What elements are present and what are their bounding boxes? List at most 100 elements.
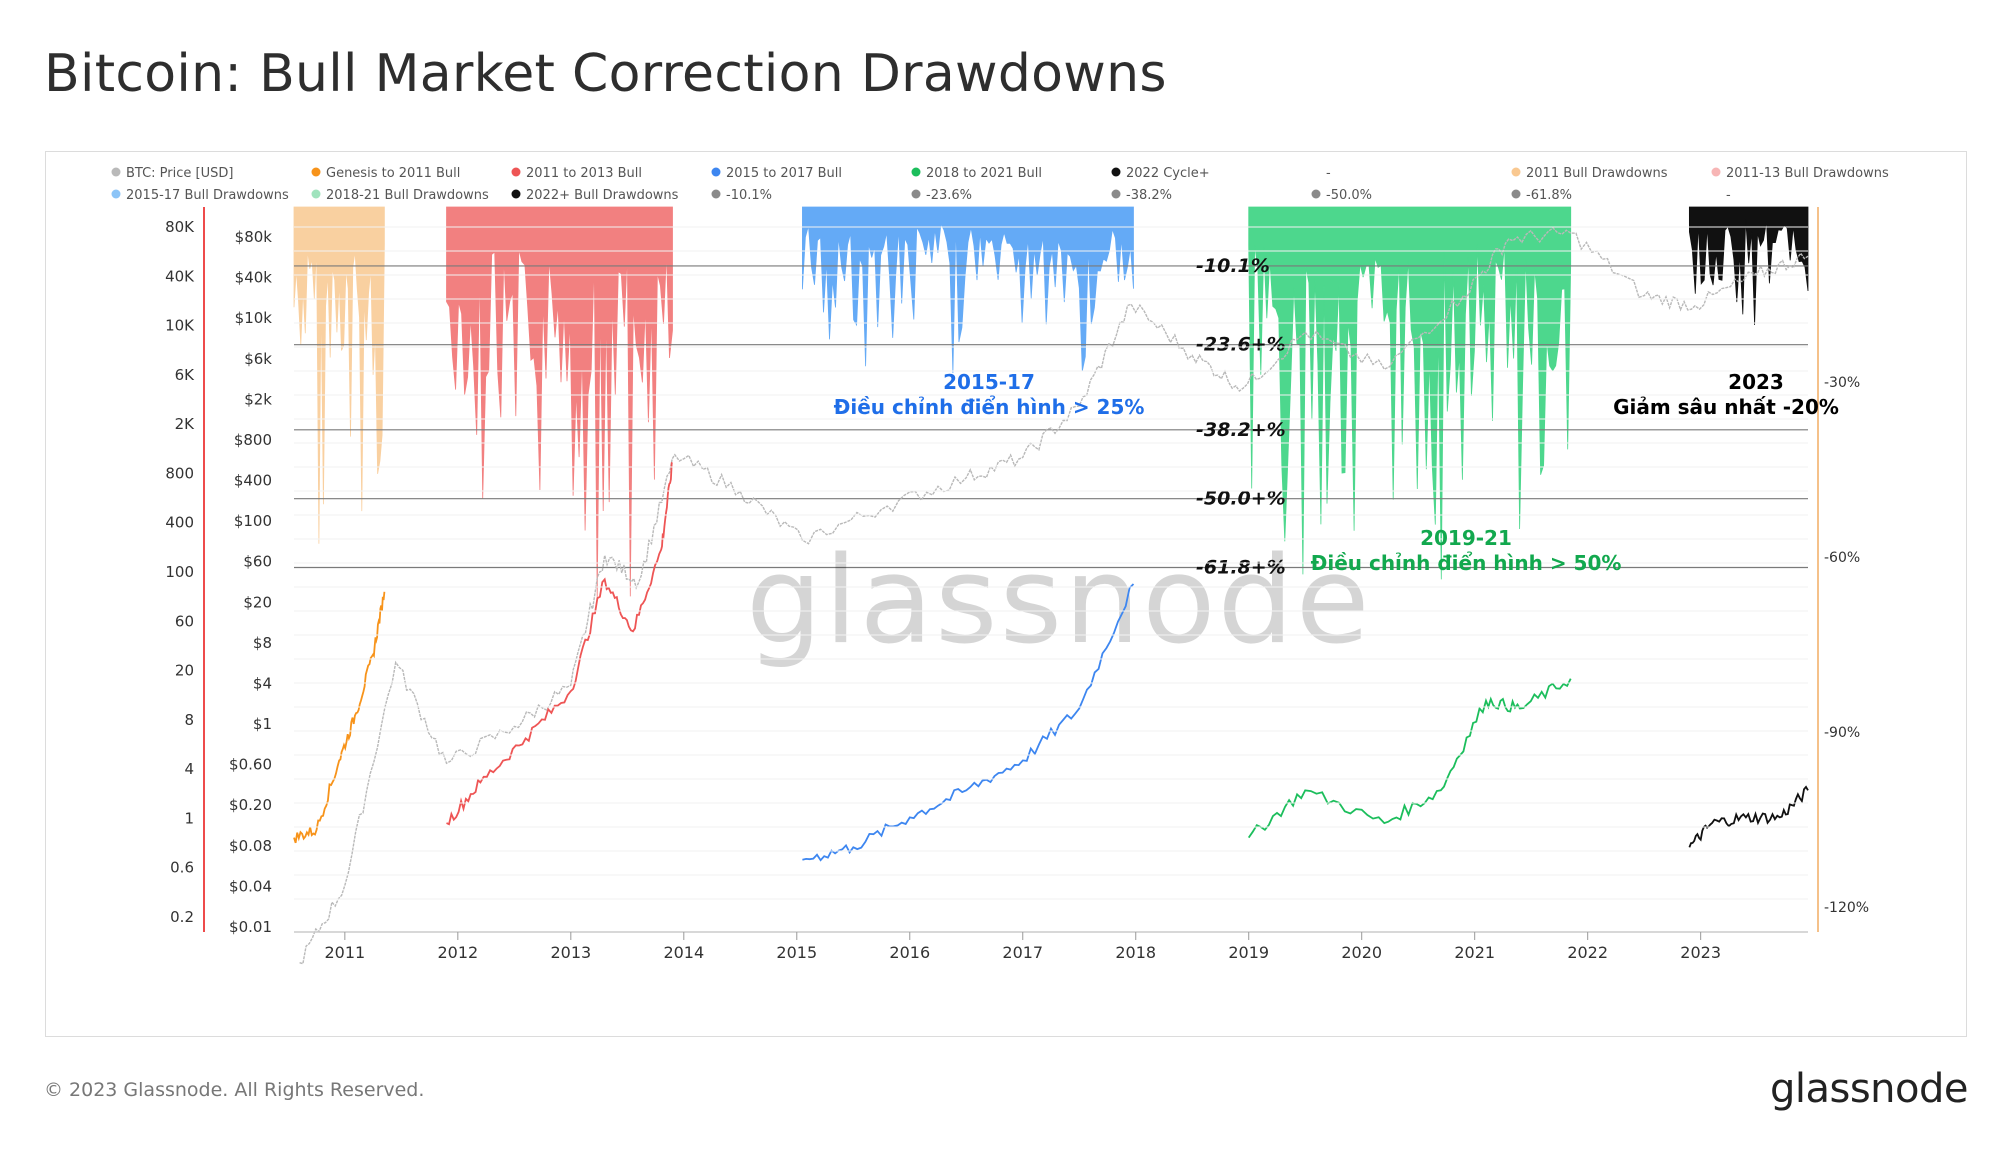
legend-label: Genesis to 2011 Bull	[326, 166, 460, 181]
y-left-outer-tick: 8	[184, 711, 194, 729]
y-left-inner-tick: $6k	[244, 350, 272, 368]
y-left-inner-tick: $800	[234, 431, 272, 449]
legend-dot	[1111, 167, 1121, 177]
y-left-outer-tick: 80K	[165, 218, 195, 236]
y-right-tick: -120%	[1824, 900, 1869, 916]
y-left-outer-tick: 400	[165, 514, 194, 532]
reference-label: -61.8+%	[1196, 557, 1286, 579]
x-tick-label: 2017	[1002, 943, 1043, 962]
y-right-tick: -30%	[1824, 375, 1860, 391]
watermark-text: glassnode	[746, 532, 1372, 671]
x-tick-label: 2013	[550, 943, 591, 962]
y-left-outer-tick: 0.6	[170, 859, 194, 877]
drawdown-area	[293, 206, 385, 544]
y-left-outer-tick: 10K	[165, 317, 195, 335]
y-left-outer-tick: 1	[184, 809, 194, 827]
drawdown-areas	[293, 206, 1809, 600]
series-line	[1247, 678, 1572, 839]
reference-label: -23.6+%	[1196, 334, 1286, 356]
annotation-2019-sub: Điều chỉnh điển hình > 50%	[1311, 551, 1622, 575]
drawdown-series	[802, 206, 1134, 374]
x-tick-label: 2014	[663, 943, 704, 962]
drawdown-series	[1248, 206, 1572, 580]
series-line	[1688, 785, 1809, 848]
y-right-tick: -60%	[1824, 550, 1860, 566]
y-left-inner-tick: $20	[243, 593, 272, 611]
legend-label: -61.8%	[1526, 188, 1572, 203]
y-left-outer-tick: 100	[165, 563, 194, 581]
legend-label: -	[1726, 188, 1731, 203]
x-tick-label: 2023	[1680, 943, 1721, 962]
drawdown-area	[1248, 206, 1572, 580]
y-left-outer-tick: 2K	[175, 415, 196, 433]
legend-label: BTC: Price [USD]	[126, 166, 233, 181]
annotation-2015-sub: Điều chỉnh điển hình > 25%	[834, 395, 1145, 419]
legend-label: 2011 Bull Drawdowns	[1526, 166, 1668, 181]
x-tick-label: 2011	[324, 943, 365, 962]
annotation-2015-title: 2015-17	[943, 370, 1035, 394]
legend-dot	[711, 167, 721, 177]
y-left-inner-tick: $0.60	[229, 756, 272, 774]
legend-label: 2011 to 2013 Bull	[526, 166, 642, 181]
y-left-inner-tick: $80k	[235, 228, 273, 246]
series-line	[802, 583, 1135, 862]
legend-label: 2015-17 Bull Drawdowns	[126, 188, 289, 203]
y-left-inner-tick: $40k	[235, 269, 273, 287]
chart-panel: BTC: Price [USD] Genesis to 2011 Bull 2011…	[45, 151, 1967, 1037]
y-left-outer-tick: 60	[175, 612, 194, 630]
legend-label: -	[1326, 166, 1331, 181]
x-tick-label: 2020	[1341, 943, 1382, 962]
x-tick-label: 2019	[1228, 943, 1269, 962]
x-tick-label: 2012	[437, 943, 478, 962]
y-right-tick: -90%	[1824, 725, 1860, 741]
legend-label: -23.6%	[926, 188, 972, 203]
legend-label: 2018-21 Bull Drawdowns	[326, 188, 489, 203]
y-left-inner-tick: $2k	[244, 390, 272, 408]
reference-levels: -10.1% -23.6+% -38.2+% -50.0+% -61.8+%	[294, 255, 1808, 579]
drawdown-series	[293, 206, 385, 544]
y-left-outer-tick: 4	[184, 760, 194, 778]
drawdown-area	[802, 206, 1134, 374]
legend-label: 2015 to 2017 Bull	[726, 166, 842, 181]
legend-label: -38.2%	[1126, 188, 1172, 203]
watermark: glassnode	[746, 532, 1372, 671]
legend-label: 2018 to 2021 Bull	[926, 166, 1042, 181]
drawdown-chart: BTC: Price [USD] Genesis to 2011 Bull 2011…	[111, 166, 1889, 965]
x-tick-label: 2015	[776, 943, 817, 962]
legend-label: 2011-13 Bull Drawdowns	[1726, 166, 1889, 181]
x-tick-label: 2016	[889, 943, 930, 962]
legend-dot	[1711, 167, 1721, 177]
reference-label: -38.2+%	[1196, 419, 1286, 441]
legend-label: 2022+ Bull Drawdowns	[526, 188, 679, 203]
axes: 80K 40K 10K 6K 2K 800 400 100 60 20 8 4 1 0.6 0.2 $80k $…	[165, 207, 1869, 962]
series-line	[299, 226, 1809, 965]
annotation-2023-sub: Giảm sâu nhất -20%	[1613, 395, 1839, 419]
legend-label: -10.1%	[726, 188, 772, 203]
y-left-inner-tick: $0.20	[229, 796, 272, 814]
y-left-inner-tick: $60	[243, 553, 272, 571]
annotation-2023-title: 2023	[1728, 370, 1784, 394]
copyright-text: © 2023 Glassnode. All Rights Reserved.	[44, 1079, 425, 1101]
page-title: Bitcoin: Bull Market Correction Drawdown…	[44, 44, 1167, 104]
legend-label: -50.0%	[1326, 188, 1372, 203]
drawdown-area	[1688, 206, 1809, 326]
series-line	[293, 591, 386, 844]
legend-dot	[1511, 167, 1521, 177]
y-left-inner-tick: $1	[253, 715, 272, 733]
y-left-inner-tick: $100	[234, 512, 272, 530]
legend-dot	[111, 189, 121, 199]
y-left-outer-tick: 0.2	[170, 908, 194, 926]
legend-dot	[911, 167, 921, 177]
y-left-inner-tick: $4	[253, 674, 272, 692]
x-tick-label: 2022	[1567, 943, 1608, 962]
legend-dot	[311, 167, 321, 177]
legend-dot	[511, 167, 521, 177]
legend-dot	[111, 167, 121, 177]
y-left-inner-tick: $0.08	[229, 837, 272, 855]
legend-dot	[1511, 189, 1521, 199]
y-left-outer-tick: 800	[165, 464, 194, 482]
glassnode-logo[interactable]: glassnode	[1769, 1066, 1969, 1112]
y-left-inner-tick: $8	[253, 634, 272, 652]
legend-dot	[911, 189, 921, 199]
legend: BTC: Price [USD] Genesis to 2011 Bull 2011…	[111, 166, 1889, 203]
